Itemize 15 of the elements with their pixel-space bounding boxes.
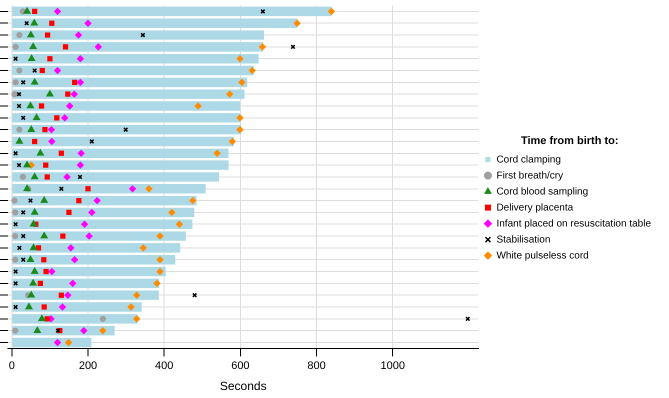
legend-label: First breath/cry (496, 170, 564, 182)
x-tick-label: 600 (231, 360, 250, 372)
legend-label: Cord blood sampling (496, 186, 588, 198)
x-tick-label: 200 (78, 360, 98, 372)
legend-title: Time from birth to: (520, 134, 619, 147)
x-tick-label: 400 (155, 360, 174, 372)
x-axis-title: Seconds (220, 379, 267, 394)
legend-label: White pulseless cord (496, 250, 589, 262)
x-tick-label: 0 (8, 360, 15, 372)
legend-label: Delivery placenta (496, 202, 574, 214)
legend-label: Cord clamping (496, 154, 561, 166)
x-tick-label: 800 (307, 360, 326, 372)
legend-label: Stabilisation (496, 234, 550, 246)
legend-label: Infant placed on resuscitation table (496, 218, 652, 230)
x-tick-label: 1000 (380, 360, 405, 372)
